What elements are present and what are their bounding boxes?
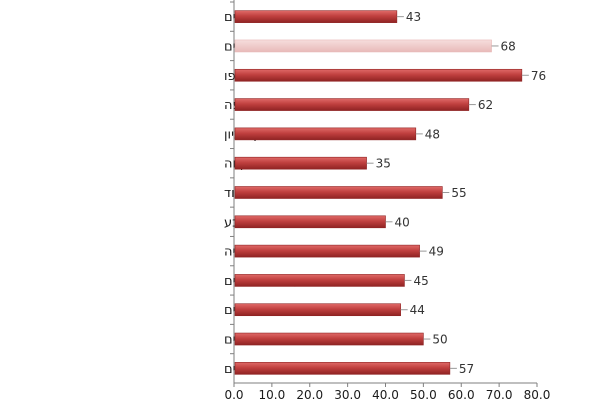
data-label: 50 bbox=[432, 333, 447, 347]
bar bbox=[234, 156, 367, 170]
data-label: 45 bbox=[413, 274, 428, 288]
x-tick-label: 20.0 bbox=[296, 388, 323, 401]
data-label: 68 bbox=[501, 39, 516, 53]
x-tick-label: 10.0 bbox=[259, 388, 286, 401]
data-label: 62 bbox=[478, 98, 493, 112]
bar bbox=[234, 244, 420, 258]
data-label: 76 bbox=[531, 69, 546, 83]
bar bbox=[234, 303, 401, 317]
data-label: 55 bbox=[451, 186, 466, 200]
data-label: 44 bbox=[410, 303, 425, 317]
x-tick-label: 80.0 bbox=[524, 388, 551, 401]
x-tick-label: 70.0 bbox=[486, 388, 513, 401]
data-label: 40 bbox=[395, 215, 410, 229]
data-label: 35 bbox=[376, 157, 391, 171]
bar bbox=[234, 98, 470, 111]
bar bbox=[234, 68, 523, 82]
data-label: 43 bbox=[406, 10, 421, 24]
x-tick-label: 0.0 bbox=[224, 388, 243, 401]
bar bbox=[234, 274, 405, 287]
data-label: 48 bbox=[425, 127, 440, 141]
x-tick-label: 40.0 bbox=[372, 388, 399, 401]
x-tick-label: 50.0 bbox=[410, 388, 437, 401]
bar bbox=[234, 39, 492, 53]
bar bbox=[234, 127, 417, 141]
bar bbox=[234, 332, 424, 346]
x-tick-label: 60.0 bbox=[448, 388, 475, 401]
bar bbox=[234, 10, 398, 23]
bar bbox=[234, 362, 451, 375]
data-label: 57 bbox=[459, 362, 474, 376]
x-tick-label: 30.0 bbox=[334, 388, 361, 401]
bar bbox=[234, 215, 386, 229]
plot-area: 0.010.020.030.040.050.060.070.080.0ירושל… bbox=[224, 0, 550, 401]
bar bbox=[234, 186, 443, 199]
data-label: 49 bbox=[429, 245, 444, 259]
